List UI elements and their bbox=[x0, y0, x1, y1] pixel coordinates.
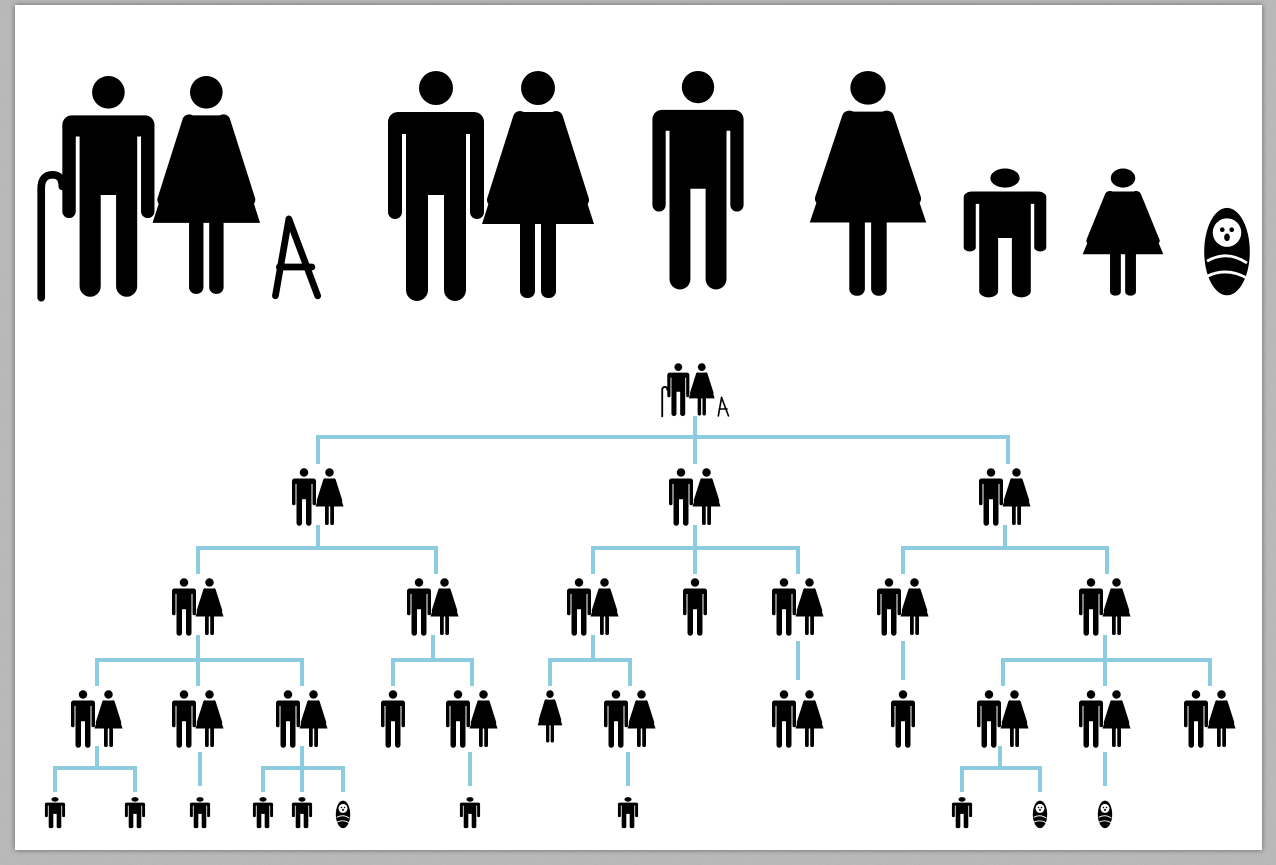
baby-icon bbox=[1033, 801, 1047, 829]
page: (() => { const data = JSON.parse(documen… bbox=[0, 0, 1276, 865]
family-tree-illustration bbox=[0, 0, 1276, 865]
baby-icon bbox=[1204, 208, 1250, 295]
baby-icon bbox=[1098, 801, 1112, 829]
baby-icon bbox=[336, 801, 350, 829]
